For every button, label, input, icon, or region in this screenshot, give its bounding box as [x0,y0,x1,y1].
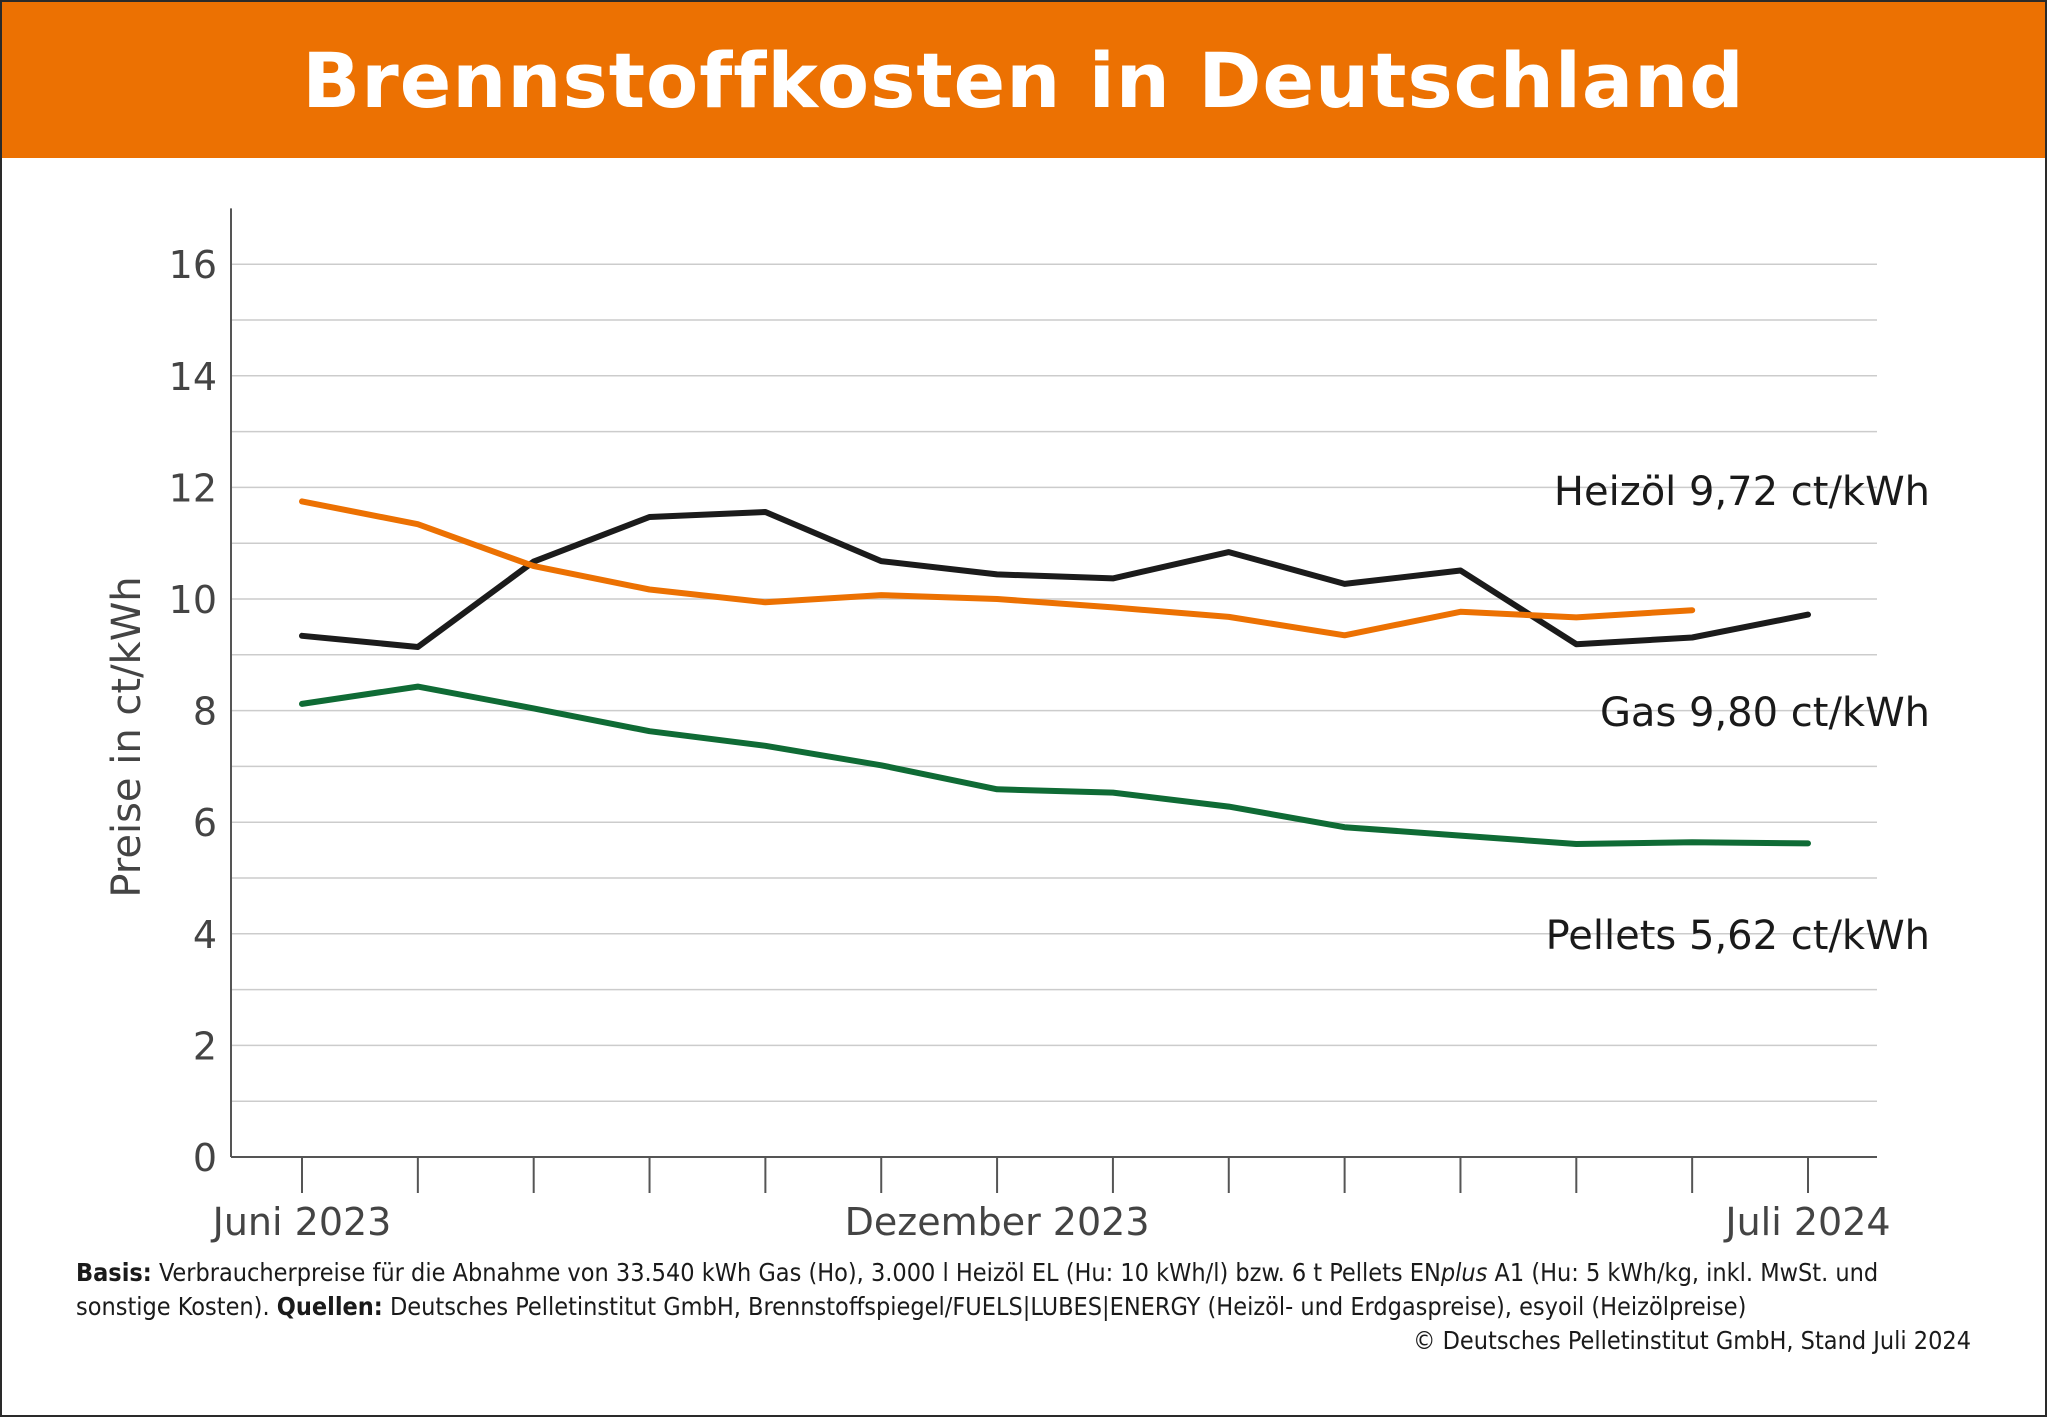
series-line-gas [299,498,1696,639]
basis-label: Basis: [76,1258,152,1287]
line-chart: 0 2 4 6 8 10 12 14 16 Juni 2023 Dezember 2023 Juli… [104,208,1930,1244]
y-tick-label: 0 [193,1136,217,1180]
copyright-line: © Deutsches Pelletinstitut GmbH, Stand J… [1412,1326,1971,1355]
series-end-labels: Heizöl 9,72 ct/kWh Gas 9,80 ct/kWh Pellets… [1546,469,1930,959]
chart-title: Brennstoffkosten in Deutschland [302,35,1745,125]
footnote-line-1: Basis: Verbraucherpreise für die Abnahme… [76,1256,1971,1290]
footnote: Basis: Verbraucherpreise für die Abnahme… [76,1256,1971,1358]
y-tick-label: 8 [193,690,217,734]
y-tick-label: 10 [169,578,217,622]
footnote-line-2: sonstige Kosten). Quellen: Deutsches Pel… [76,1290,1971,1324]
quellen-text: Deutsches Pelletinstitut GmbH, Brennstof… [382,1292,1747,1321]
quellen-label: Quellen: [276,1292,383,1321]
series-line-pellets [299,683,1811,847]
y-tick-label: 6 [193,801,217,845]
y-axis-label: Preise in ct/kWh [104,576,150,897]
x-tick-label: Dezember 2023 [845,1200,1150,1244]
series-label-gas: Gas 9,80 ct/kWh [1600,690,1930,736]
basis-text-1: Verbraucherpreise für die Abnahme von 33… [151,1258,1441,1287]
title-banner: Brennstoffkosten in Deutschland [2,2,2045,158]
x-tick-label: Juli 2024 [1723,1200,1890,1244]
line2-text: sonstige Kosten). [76,1292,277,1321]
basis-text-2: A1 (Hu: 5 kWh/kg, inkl. MwSt. und [1487,1258,1879,1287]
y-tick-label: 4 [193,913,217,957]
y-tick-label: 16 [169,243,217,287]
axes [230,208,1877,1193]
gridlines [231,263,1877,1102]
basis-italic: plus [1440,1258,1488,1287]
series-line-heizoel [299,509,1811,650]
y-tick-label: 12 [169,466,217,510]
series-lines [299,498,1811,847]
y-tick-labels: 0 2 4 6 8 10 12 14 16 [169,243,217,1180]
series-label-heizoel: Heizöl 9,72 ct/kWh [1554,469,1930,515]
y-tick-label: 14 [169,355,217,399]
y-tick-label: 2 [193,1024,217,1068]
series-label-pellets: Pellets 5,62 ct/kWh [1546,913,1930,959]
x-tick-labels: Juni 2023 Dezember 2023 Juli 2024 [211,1200,1891,1244]
x-tick-label: Juni 2023 [211,1200,392,1244]
